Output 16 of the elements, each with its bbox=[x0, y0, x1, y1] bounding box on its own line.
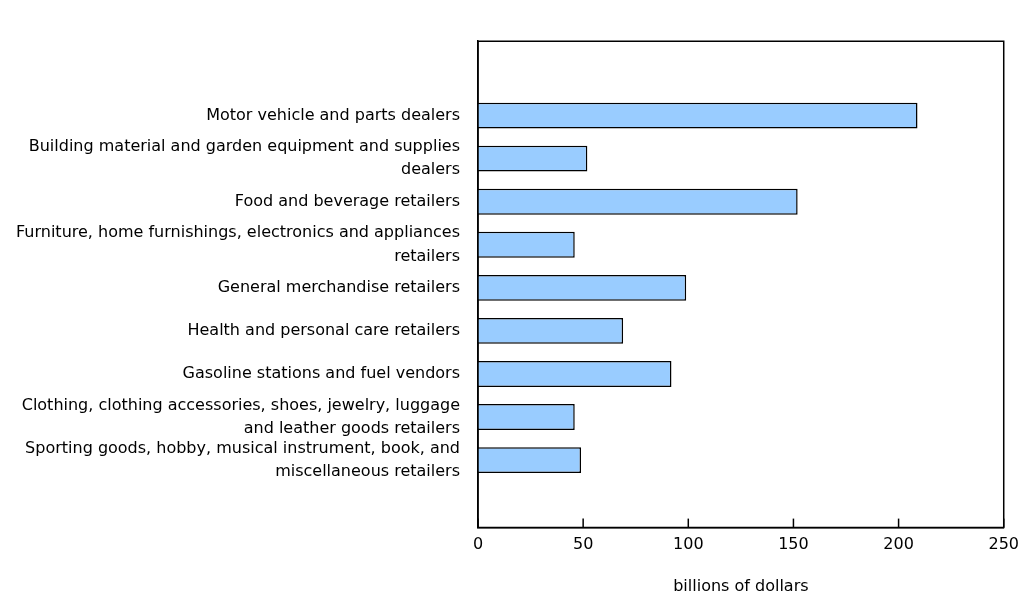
x-tick-label: 150 bbox=[778, 534, 809, 554]
y-tick-label: Furniture, home furnishings, electronics and appliances retailers bbox=[16, 222, 460, 265]
y-tick-label: Motor vehicle and parts dealers bbox=[206, 104, 460, 124]
x-tick-label: 200 bbox=[883, 534, 914, 554]
x-axis-title: billions of dollars bbox=[673, 575, 809, 595]
x-tick-label: 250 bbox=[988, 534, 1019, 554]
x-tick-label: 50 bbox=[572, 534, 594, 554]
y-tick-label: Food and beverage retailers bbox=[234, 190, 460, 210]
y-tick-label: Sporting goods, hobby, musical instrument, book, and miscellaneous retailers bbox=[25, 437, 460, 480]
x-tick-label: 100 bbox=[673, 534, 704, 554]
y-tick-label: Gasoline stations and fuel vendors bbox=[182, 363, 460, 383]
y-tick-label: Building material and garden equipment and supplies dealers bbox=[28, 136, 460, 179]
y-tick-label: General merchandise retailers bbox=[217, 277, 460, 296]
y-tick-label: Health and personal care retailers bbox=[187, 320, 460, 340]
x-tick-label: 0 bbox=[472, 534, 484, 554]
y-tick-label: Clothing, clothing accessories, shoes, jewelry, luggage and leather goods retailers bbox=[21, 394, 460, 437]
